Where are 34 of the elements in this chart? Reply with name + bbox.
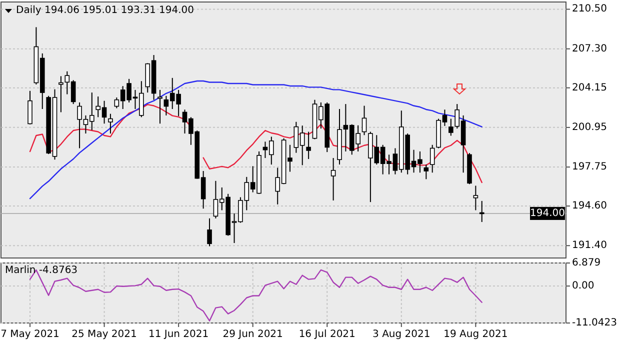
candlestick [306,131,311,160]
candlestick [479,200,484,222]
y-tick-label: 207.30 [572,43,607,54]
candlestick [424,164,429,180]
candlestick [473,185,478,211]
line-series [29,80,482,200]
ref-line-label: 194.00 [530,208,565,219]
candlestick [362,105,367,136]
candlestick [330,158,336,201]
y-tick-label: 194.60 [572,200,607,212]
y-tick-label: 210.50 [572,4,607,15]
x-tick-label: 19 Aug 2021 [444,329,508,340]
candlestick [448,118,454,136]
x-tick-label: 11 Jun 2021 [148,329,209,340]
x-tick-label: 29 Jun 2021 [222,329,283,340]
candlestick [430,144,435,174]
candlestick [28,90,32,125]
y-tick-label: 0.00 [572,280,594,292]
candlestick [207,218,212,247]
y-tick-label: -11.0423 [572,318,617,328]
y-tick-label: 197.75 [572,162,607,173]
x-tick-label: 25 May 2021 [72,329,137,340]
x-tick-label: 7 May 2021 [0,329,60,340]
chart-title: Daily 194.06 195.01 193.31 194.00 [16,5,194,16]
y-tick-label: 204.15 [572,82,607,94]
candlestick [158,89,162,124]
x-tick-label: 3 Aug 2021 [372,329,430,340]
x-tick-label: 16 Jul 2021 [298,329,356,340]
y-tick-label: 6.879 [572,258,601,268]
candlestick [58,76,64,113]
y-tick-label: 200.95 [572,122,607,133]
y-tick-label: 191.40 [572,240,607,252]
chart-title: Marlin -4.8763 [5,265,78,276]
candlestick [108,113,113,134]
